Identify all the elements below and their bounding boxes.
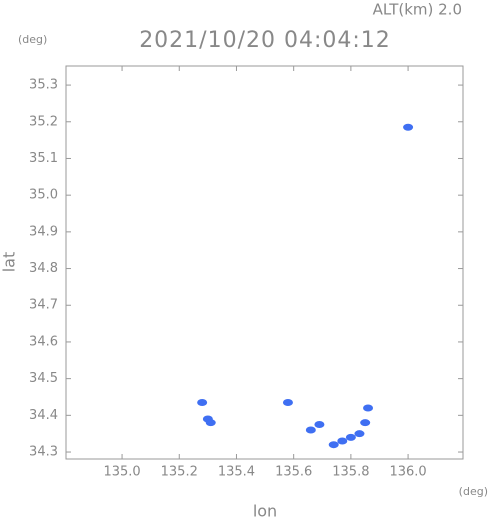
- altitude-label: ALT(km) 2.0: [373, 1, 462, 19]
- x-tick-label: 135.0: [103, 465, 140, 480]
- echo-point: [205, 419, 216, 427]
- echo-point: [363, 404, 374, 412]
- echo-point: [360, 419, 371, 427]
- echo-point: [305, 426, 316, 434]
- y-tick-label: 34.8: [29, 261, 58, 276]
- echo-point: [337, 437, 348, 445]
- y-unit-label: (deg): [18, 33, 47, 46]
- y-tick-label: 35.3: [29, 78, 58, 93]
- echo-point: [197, 398, 208, 406]
- y-tick-label: 34.4: [29, 408, 58, 423]
- echo-point: [354, 430, 365, 438]
- echo-point: [403, 123, 414, 131]
- y-tick-label: 35.1: [29, 151, 58, 166]
- chart-title: 2021/10/20 04:04:12: [139, 28, 391, 53]
- x-tick-label: 135.8: [332, 465, 369, 480]
- x-tick-label: 135.2: [161, 465, 198, 480]
- y-tick-label: 34.9: [29, 224, 58, 239]
- y-tick-label: 34.7: [29, 298, 58, 313]
- y-tick-label: 35.2: [29, 114, 58, 129]
- x-tick-label: 135.6: [275, 465, 312, 480]
- y-tick-label: 35.0: [29, 188, 58, 203]
- x-axis-label: lon: [253, 502, 277, 521]
- plot-frame: [65, 65, 464, 460]
- echo-point: [345, 433, 356, 441]
- y-axis-label: lat: [0, 252, 19, 273]
- x-unit-label: (deg): [459, 485, 488, 498]
- x-tick-label: 135.4: [218, 465, 255, 480]
- x-tick-label: 136.0: [389, 465, 426, 480]
- echo-point: [328, 441, 339, 449]
- echo-point: [282, 398, 293, 406]
- y-tick-label: 34.3: [29, 445, 58, 460]
- y-tick-label: 34.5: [29, 371, 58, 386]
- echo-point: [314, 421, 325, 429]
- y-tick-label: 34.6: [29, 334, 58, 349]
